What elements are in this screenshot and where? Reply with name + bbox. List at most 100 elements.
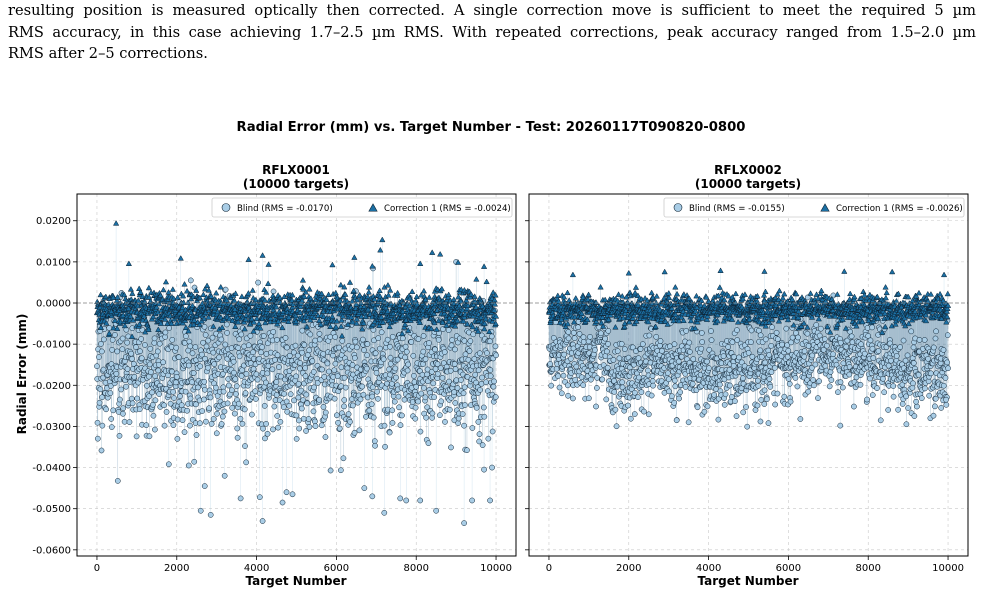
blind-point <box>312 418 318 425</box>
blind-point <box>412 404 419 411</box>
blind-point <box>491 378 497 385</box>
blind-point <box>422 394 429 401</box>
correction-point <box>97 291 104 298</box>
blind-point <box>312 423 319 429</box>
chart-panel-rflx0001: RFLX0001 (10000 targets) Radial Error (m… <box>15 163 517 588</box>
blind-point <box>142 342 148 348</box>
blind-point <box>489 464 495 471</box>
blind-point <box>182 388 189 395</box>
blind-point <box>487 367 494 373</box>
blind-point <box>412 415 419 422</box>
blind-point <box>397 495 404 502</box>
blind-point <box>222 286 229 293</box>
blind-point <box>335 419 341 426</box>
blind-point <box>119 335 126 342</box>
blind-point <box>345 411 352 417</box>
blind-point <box>283 489 290 496</box>
blind-point <box>96 399 103 406</box>
chart-panel-rflx0002: RFLX0002 (10000 targets) Target Number 0… <box>525 163 969 588</box>
blind-point <box>319 366 325 373</box>
correction-point <box>264 280 272 286</box>
panel-title: RFLX0002 <box>714 163 782 177</box>
blind-point <box>316 397 323 403</box>
blind-point <box>483 379 489 386</box>
blind-point <box>435 370 441 377</box>
blind-point <box>349 362 356 368</box>
blind-point <box>192 344 199 350</box>
blind-point <box>146 361 153 368</box>
blind-point <box>249 411 255 418</box>
blind-point <box>155 367 162 374</box>
correction-point <box>437 250 444 257</box>
blind-point <box>124 339 131 346</box>
blind-point <box>151 335 158 342</box>
blind-point <box>169 336 176 343</box>
blind-point <box>247 360 254 367</box>
blind-point <box>208 420 215 427</box>
blind-point <box>342 384 349 391</box>
correction-point <box>384 281 392 288</box>
blind-point <box>451 361 458 367</box>
blind-point <box>387 354 394 361</box>
blind-point <box>304 400 311 407</box>
blind-point <box>331 395 338 402</box>
blind-point <box>460 390 467 397</box>
blind-point <box>94 363 100 370</box>
correction-point <box>177 255 184 261</box>
y-tick-label: -0.0100 <box>32 340 71 351</box>
blind-point <box>296 425 303 432</box>
blind-point <box>253 371 260 378</box>
blind-point <box>259 344 265 350</box>
blind-point <box>381 509 388 516</box>
blind-point <box>349 402 356 409</box>
blind-point <box>448 444 454 451</box>
blind-point <box>302 365 309 371</box>
blind-point <box>96 354 102 360</box>
blind-point <box>170 422 177 428</box>
blind-point <box>466 348 473 354</box>
blind-point <box>277 418 284 425</box>
blind-point <box>306 424 313 430</box>
blind-point <box>375 395 381 402</box>
blind-point <box>459 411 466 417</box>
correction-point <box>426 294 433 300</box>
x-axis-label: Target Number <box>697 574 798 588</box>
blind-point <box>167 400 174 407</box>
blind-point <box>187 422 193 429</box>
blind-point <box>392 365 399 372</box>
blind-point <box>258 349 264 356</box>
blind-point <box>395 393 402 400</box>
blind-point <box>234 425 241 432</box>
blind-point <box>181 429 188 435</box>
blind-point <box>237 415 244 422</box>
blind-point <box>146 393 153 400</box>
blind-point <box>275 424 281 431</box>
blind-point <box>199 408 206 414</box>
y-tick-label: -0.0400 <box>32 463 71 474</box>
blind-point <box>404 367 411 374</box>
panel-title: RFLX0001 <box>262 163 330 177</box>
blind-point <box>384 336 391 343</box>
blind-point <box>389 333 396 340</box>
blind-point <box>224 400 231 407</box>
blind-point <box>431 394 437 400</box>
blind-point <box>170 389 176 395</box>
correction-point <box>387 287 394 293</box>
blind-point <box>233 383 240 390</box>
blind-point <box>476 350 483 357</box>
blind-point <box>296 417 302 424</box>
blind-point <box>193 401 199 408</box>
blind-point <box>446 406 453 413</box>
blind-point <box>408 339 415 345</box>
blind-point <box>187 277 194 284</box>
blind-point <box>386 429 393 436</box>
blind-point <box>481 413 488 420</box>
blind-point <box>435 336 442 343</box>
blind-point <box>281 390 287 397</box>
blind-point <box>425 440 432 447</box>
blind-point <box>174 416 181 423</box>
blind-point <box>279 499 286 506</box>
blind-point <box>334 373 341 380</box>
blind-point <box>276 364 282 370</box>
